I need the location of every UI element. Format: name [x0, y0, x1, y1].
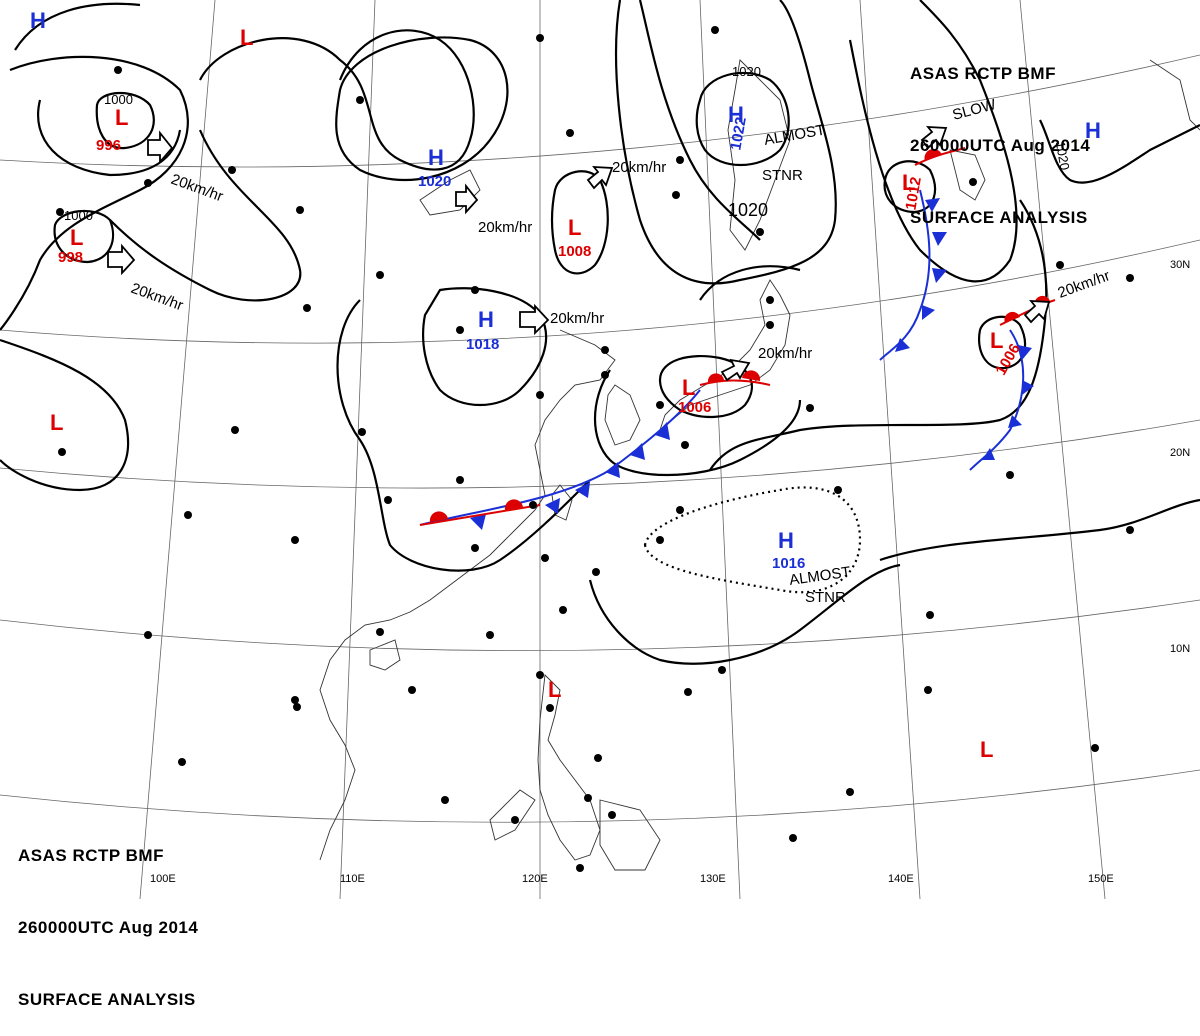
- isobar-label: 1020: [732, 64, 761, 79]
- speed-label: 20km/hr: [1056, 267, 1113, 302]
- high-center: H: [428, 145, 444, 170]
- pressure-value: 1020: [418, 173, 451, 190]
- high-center: H: [478, 307, 494, 332]
- footer-line-datetime: 260000UTC Aug 2014: [18, 918, 199, 937]
- cold-fronts: [419, 189, 1034, 530]
- low-center: L: [568, 215, 581, 240]
- pressure-value: 1008: [558, 243, 591, 260]
- speed-label: 20km/hr: [129, 280, 186, 315]
- speed-label: 20km/hr: [550, 310, 604, 327]
- footer-line-station: ASAS RCTP BMF: [18, 846, 164, 865]
- header-line-datetime: 260000UTC Aug 2014: [910, 136, 1091, 155]
- lat-label: 10N: [1170, 643, 1190, 655]
- weather-map: H L L 996 L 998 H 1020 L 1008 H 1022 L 1…: [0, 0, 1200, 899]
- movement-arrows: [107, 125, 1051, 382]
- pressure-value: 998: [58, 249, 83, 266]
- isobar-label: 1000: [64, 208, 93, 223]
- low-center: L: [902, 170, 915, 195]
- speed-label: 20km/hr: [612, 159, 666, 176]
- high-center: H: [778, 528, 794, 553]
- isobar-label: 1000: [104, 92, 133, 107]
- speed-label: 20km/hr: [169, 171, 226, 206]
- pressure-value: 1018: [466, 336, 499, 353]
- speed-label: 20km/hr: [758, 345, 812, 362]
- low-center: L: [682, 375, 695, 400]
- lon-label: 100E: [150, 873, 176, 885]
- isobar-label: 1020: [728, 200, 768, 220]
- annotation-text: ALMOST: [763, 121, 827, 148]
- axis-labels: 100E 110E 120E 130E 140E 150E 30N 20N 10…: [150, 259, 1190, 885]
- coastlines: [319, 59, 1200, 871]
- lon-label: 150E: [1088, 873, 1114, 885]
- low-center: L: [980, 737, 993, 762]
- annotation-text: STNR: [762, 167, 803, 184]
- pressure-value: 1006: [678, 399, 711, 416]
- lon-label: 120E: [522, 873, 548, 885]
- header-line-title: SURFACE ANALYSIS: [910, 208, 1088, 227]
- dotted-isobar: [643, 486, 862, 594]
- high-center: H: [728, 102, 744, 127]
- low-center: L: [70, 225, 83, 250]
- pressure-value: 1022: [727, 116, 750, 152]
- lon-label: 140E: [888, 873, 914, 885]
- annotation-text: STNR: [805, 589, 846, 606]
- isobar-labels: 1000 1000 1020 1020 1020: [64, 64, 1073, 223]
- high-center: H: [1085, 118, 1101, 143]
- pressure-value: 1012: [902, 176, 925, 212]
- header-block: ASAS RCTP BMF 260000UTC Aug 2014 SURFACE…: [910, 14, 1190, 254]
- lat-label: 20N: [1170, 447, 1190, 459]
- low-center: L: [50, 410, 63, 435]
- low-center: L: [548, 677, 561, 702]
- footer-line-title: SURFACE ANALYSIS: [18, 990, 196, 1009]
- low-center: L: [990, 328, 1003, 353]
- header-line-station: ASAS RCTP BMF: [910, 64, 1056, 83]
- lon-label: 130E: [700, 873, 726, 885]
- lat-label: 30N: [1170, 259, 1190, 271]
- station-plots: [56, 26, 1134, 872]
- lon-label: 110E: [340, 873, 365, 885]
- low-center: L: [240, 25, 253, 50]
- pressure-value: 1016: [772, 555, 805, 572]
- pressure-value: 996: [96, 137, 121, 154]
- high-center: H: [30, 8, 46, 33]
- footer-block: ASAS RCTP BMF 260000UTC Aug 2014 SURFACE…: [18, 796, 318, 1036]
- low-center: L: [115, 105, 128, 130]
- speed-label: 20km/hr: [478, 219, 532, 236]
- isobar-label: 1020: [1053, 140, 1073, 171]
